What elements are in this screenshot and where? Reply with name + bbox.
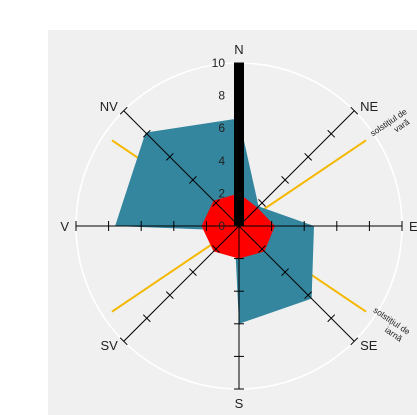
axis-sv-tick-8 xyxy=(142,314,151,323)
axis-nv-tick-4 xyxy=(189,176,197,184)
axis-nv xyxy=(123,110,240,227)
axis-ne-tick-2 xyxy=(258,199,266,207)
axis-se-tick-4 xyxy=(281,268,289,276)
axis-sv-tick-4 xyxy=(189,268,197,276)
axis-sv-tick-2 xyxy=(212,245,220,253)
axis-se-tick-2 xyxy=(258,245,266,253)
axis-se-tick-6 xyxy=(304,291,313,300)
direction-label-se: SE xyxy=(360,338,378,353)
direction-label-ne: NE xyxy=(360,99,378,114)
direction-label-e: E xyxy=(409,219,417,234)
direction-label-n: N xyxy=(234,42,243,57)
radial-tick-label-10: 10 xyxy=(212,56,226,70)
axis-nv-tick-8 xyxy=(142,129,151,138)
axis-nv-tick-10 xyxy=(119,106,128,115)
north-bar xyxy=(234,63,244,226)
direction-label-v: V xyxy=(60,219,69,234)
direction-label-s: S xyxy=(235,396,244,411)
axis-sv-tick-10 xyxy=(119,337,128,346)
axis-ne xyxy=(238,110,355,227)
radial-tick-label-4: 4 xyxy=(218,154,225,168)
radial-tick-label-0: 0 xyxy=(218,219,225,233)
axis-ne-tick-4 xyxy=(281,176,289,184)
axis-ne-tick-6 xyxy=(304,152,313,161)
axis-nv-tick-2 xyxy=(212,199,220,207)
direction-label-nv: NV xyxy=(100,99,118,114)
axis-sv xyxy=(123,225,240,342)
axis-se-tick-10 xyxy=(350,337,359,346)
north-bar-group xyxy=(234,63,244,226)
direction-label-sv: SV xyxy=(101,338,119,353)
radial-tick-label-2: 2 xyxy=(218,186,225,200)
axis-sv-tick-6 xyxy=(165,291,174,300)
radial-tick-label-8: 8 xyxy=(218,89,225,103)
axis-ne-tick-8 xyxy=(327,129,336,138)
axis-se-tick-8 xyxy=(327,314,336,323)
axis-nv-tick-6 xyxy=(165,152,174,161)
axis-se xyxy=(238,225,355,342)
radial-tick-label-6: 6 xyxy=(218,121,225,135)
axis-ne-tick-10 xyxy=(350,106,359,115)
